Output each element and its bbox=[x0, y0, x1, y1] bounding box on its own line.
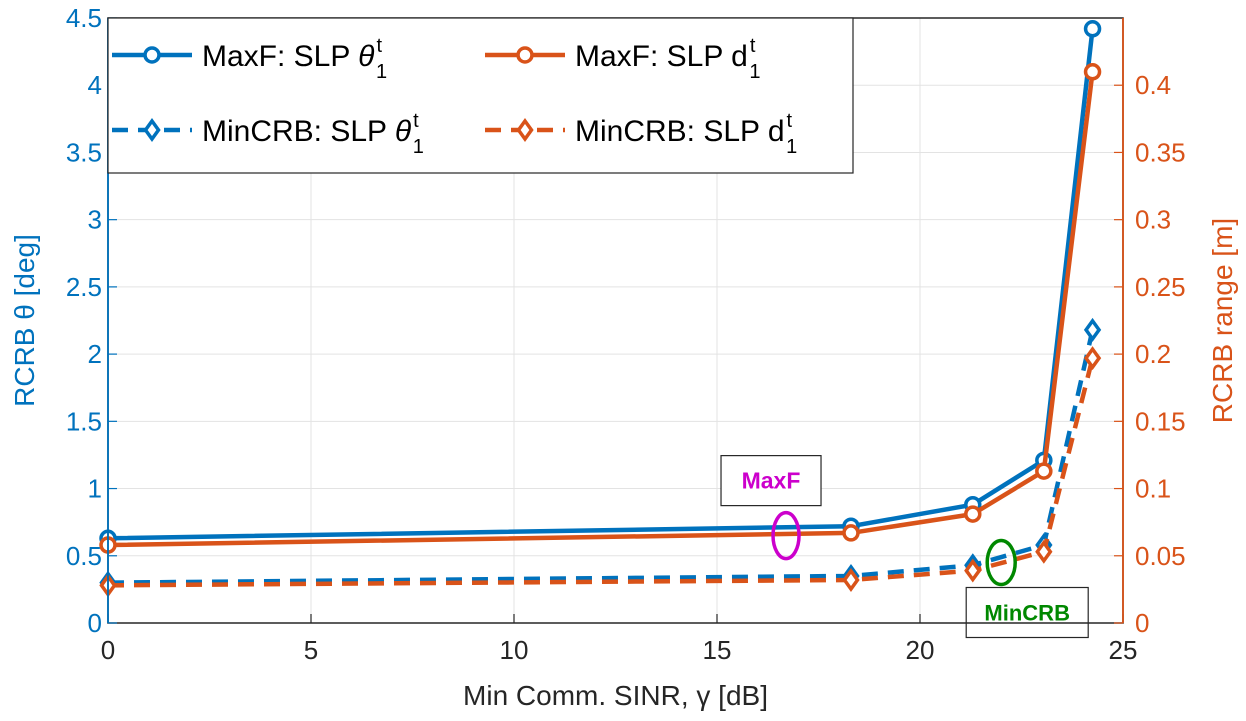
legend-label-text: MaxF: SLP d bbox=[575, 40, 748, 73]
legend-label-theta: θ bbox=[395, 115, 412, 148]
x-tick-label: 25 bbox=[1109, 635, 1138, 665]
legend-label-subscript: 1 bbox=[786, 136, 797, 158]
x-tick-label: 5 bbox=[304, 635, 318, 665]
legend-marker bbox=[516, 46, 534, 64]
y-left-tick-label: 4.5 bbox=[66, 3, 102, 33]
y-left-tick-label: 4 bbox=[88, 70, 102, 100]
legend-label-subscript: 1 bbox=[413, 136, 424, 158]
y-right-tick-label: 0.3 bbox=[1135, 205, 1171, 235]
y-right-tick-label: 0.4 bbox=[1135, 70, 1171, 100]
y-right-tick-label: 0.35 bbox=[1135, 137, 1186, 167]
data-point bbox=[1083, 317, 1102, 342]
legend-label-text: MinCRB: SLP d bbox=[575, 115, 785, 148]
y-left-tick-label: 0.5 bbox=[66, 541, 102, 571]
mincrb-annotation-box bbox=[965, 586, 1089, 639]
x-tick-label: 0 bbox=[101, 635, 115, 665]
y-left-tick-label: 0 bbox=[88, 608, 102, 638]
x-tick-label: 15 bbox=[703, 635, 732, 665]
maxf-marker-ellipse bbox=[771, 510, 801, 561]
data-point bbox=[1035, 539, 1053, 564]
y-right-tick-label: 0.25 bbox=[1135, 272, 1186, 302]
legend-marker bbox=[516, 118, 534, 142]
y-right-axis-label: RCRB range [m] bbox=[1207, 218, 1238, 423]
x-tick-label: 20 bbox=[906, 635, 935, 665]
y-right-tick-label: 0.1 bbox=[1135, 474, 1171, 504]
y-left-tick-label: 2.5 bbox=[66, 272, 102, 302]
legend-label-subscript: 1 bbox=[376, 61, 387, 83]
legend-marker bbox=[143, 118, 161, 142]
legend-label-text: MinCRB: SLP bbox=[202, 115, 395, 148]
y-left-tick-label: 1.5 bbox=[66, 406, 102, 436]
legend-label-superscript: t bbox=[413, 110, 419, 132]
legend-marker bbox=[143, 46, 161, 64]
data-point bbox=[1035, 462, 1053, 480]
legend-label-superscript: t bbox=[750, 35, 756, 57]
axes: 0 5 10 15 20 2500.511.522.533.544.500.050.10.… bbox=[9, 3, 1238, 711]
data-point bbox=[842, 567, 860, 592]
legend-label-subscript: 1 bbox=[749, 61, 760, 83]
y-right-tick-label: 0.15 bbox=[1135, 406, 1186, 436]
legend-box bbox=[107, 17, 854, 174]
data-point bbox=[842, 524, 860, 542]
y-left-tick-label: 1 bbox=[88, 474, 102, 504]
y-left-tick-label: 3.5 bbox=[66, 137, 102, 167]
y-left-axis-label: RCRB θ [deg] bbox=[9, 234, 40, 407]
y-right-tick-label: 0.2 bbox=[1135, 339, 1171, 369]
y-left-tick-label: 2 bbox=[88, 339, 102, 369]
legend-label-text: MaxF: SLP bbox=[202, 40, 358, 73]
data-point bbox=[1083, 20, 1102, 38]
annotation-layer: MaxF MinCRB bbox=[720, 455, 1089, 639]
legend-label-superscript: t bbox=[787, 110, 793, 132]
x-axis-label: Min Comm. SINR, γ [dB] bbox=[463, 680, 768, 711]
legend-label-theta: θ bbox=[358, 40, 375, 73]
data-point bbox=[964, 558, 982, 583]
maxf-annotation-label: MaxF bbox=[742, 468, 801, 494]
data-point bbox=[964, 505, 982, 523]
mincrb-annotation-label: MinCRB bbox=[984, 601, 1070, 626]
legend-label-superscript: t bbox=[376, 35, 382, 57]
y-right-tick-label: 0.05 bbox=[1135, 541, 1186, 571]
y-left-tick-label: 3 bbox=[88, 205, 102, 235]
data-point bbox=[1083, 346, 1102, 371]
data-point bbox=[1083, 63, 1102, 81]
mincrb-marker-ellipse bbox=[985, 538, 1017, 587]
x-tick-label: 10 bbox=[500, 635, 529, 665]
maxf-annotation-box bbox=[720, 455, 822, 507]
y-right-tick-label: 0 bbox=[1135, 608, 1149, 638]
